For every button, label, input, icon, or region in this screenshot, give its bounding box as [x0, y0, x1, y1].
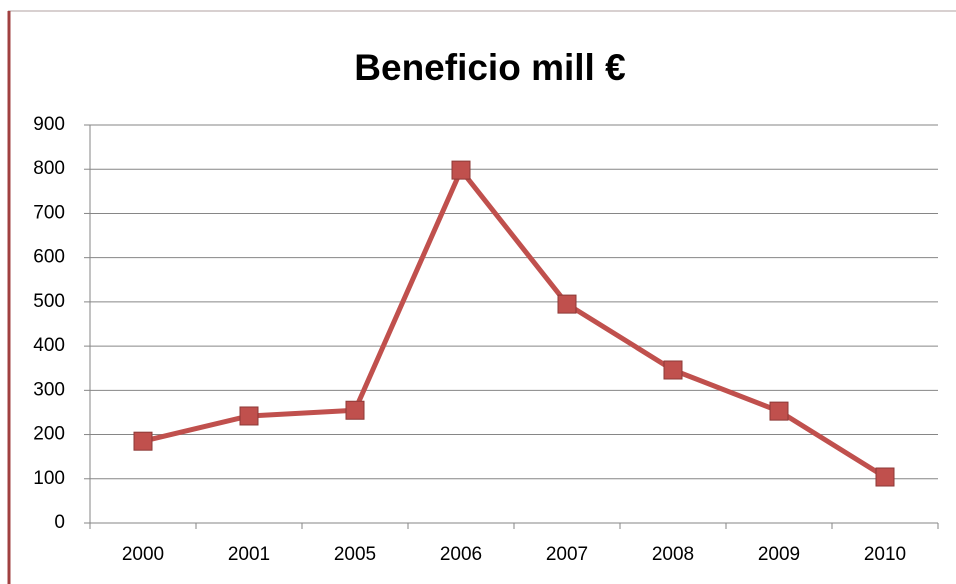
marker: [239, 406, 259, 426]
marker: [769, 401, 789, 421]
y-tick-label: 900: [33, 114, 65, 135]
y-tick-label: 500: [33, 291, 65, 312]
marker: [557, 294, 577, 314]
x-tick-label: 2010: [864, 544, 906, 565]
x-tick-label: 2007: [546, 544, 588, 565]
y-tick-label: 600: [33, 247, 65, 268]
y-tick-label: 400: [33, 335, 65, 356]
marker: [133, 431, 153, 451]
line: [142, 167, 887, 480]
x-tick-label: 2008: [652, 544, 694, 565]
marker: [875, 467, 895, 487]
x-tick-label: 2000: [122, 544, 164, 565]
y-tick-label: 700: [33, 202, 65, 223]
y-tick-label: 300: [33, 379, 65, 400]
marker: [663, 360, 683, 380]
x-tick-label: 2005: [334, 544, 376, 565]
x-tick-label: 2009: [758, 544, 800, 565]
x-tick-label: 2006: [440, 544, 482, 565]
y-tick-label: 0: [54, 512, 65, 533]
marker: [451, 160, 471, 180]
marker: [345, 400, 365, 420]
x-tick-label: 2001: [228, 544, 270, 565]
y-tick-label: 200: [33, 424, 65, 445]
y-tick-label: 800: [33, 158, 65, 179]
y-tick-label: 100: [33, 468, 65, 489]
chart-title: Beneficio mill €: [354, 47, 625, 88]
